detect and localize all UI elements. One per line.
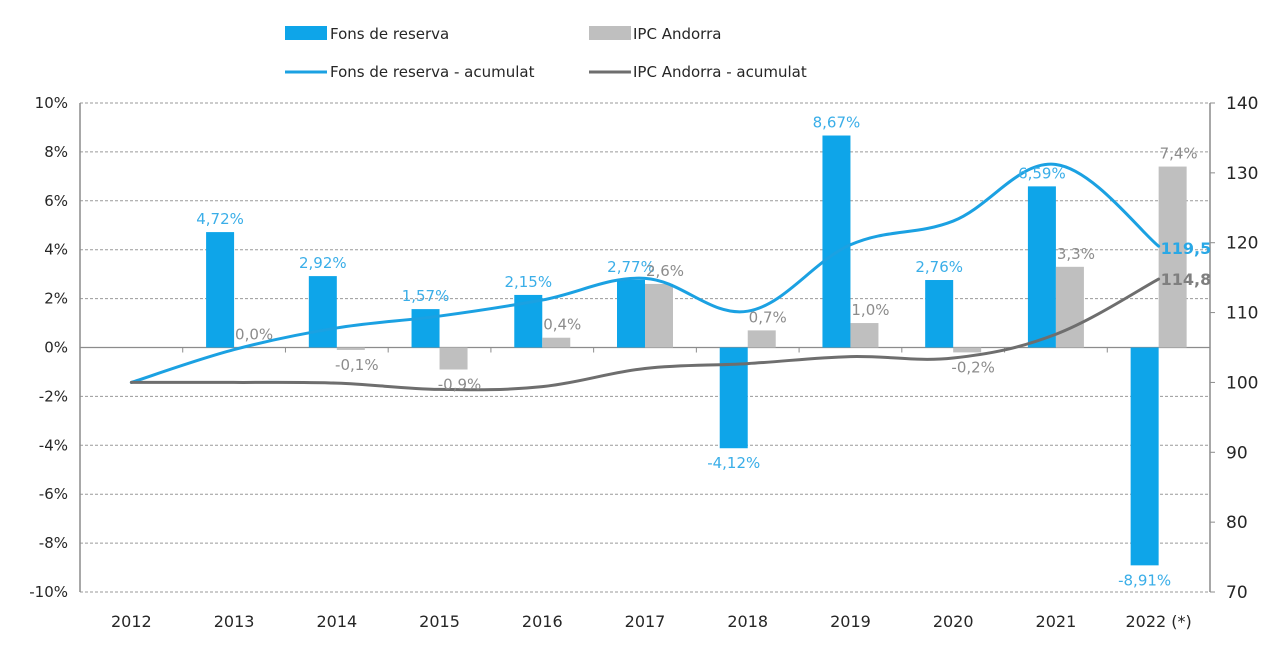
x-tick-label: 2016 [522, 612, 563, 631]
y2-tick-label: 130 [1226, 164, 1258, 184]
legend: Fons de reserva IPC Andorra Fons de rese… [285, 25, 807, 81]
data-label-ipc-andorra: 1,0% [851, 301, 889, 319]
line-ipc-acumulat [129, 277, 1161, 392]
x-tick-label: 2019 [830, 612, 871, 631]
data-label-fons-de-reserva: 2,92% [299, 254, 347, 272]
data-label-ipc-andorra: 0,4% [543, 316, 581, 334]
bar-fons-de-reserva [617, 279, 645, 348]
bar-fons-de-reserva [206, 232, 235, 348]
data-label-fons-de-reserva: 2,15% [504, 273, 552, 291]
lines [129, 162, 1161, 392]
y-tick-label: 4% [44, 241, 68, 259]
data-label-ipc-andorra: -0,9% [438, 376, 482, 394]
x-tick-label: 2021 [1036, 612, 1077, 631]
bar-fons-de-reserva [411, 309, 440, 348]
data-label-ipc-andorra: 0,7% [749, 308, 787, 326]
x-tick-label: 2022 (*) [1125, 612, 1191, 631]
data-label-ipc-andorra: 2,6% [646, 262, 684, 280]
x-tick-label: 2015 [419, 612, 460, 631]
legend-label-ipc-acumulat: IPC Andorra - acumulat [633, 63, 807, 81]
bar-ipc-andorra [439, 347, 468, 370]
legend-label-fons-de-reserva: Fons de reserva [330, 25, 449, 43]
data-labels: 4,72% 2,92% 1,57% 2,15% 2,77% -4,12% 8,67% 2,76… [196, 114, 1211, 590]
y2-tick-label: 100 [1226, 373, 1258, 393]
data-label-ipc-andorra: -0,1% [335, 356, 379, 374]
data-label-fons-de-reserva: -8,91% [1118, 571, 1171, 589]
data-label-ipc-andorra: 0,0% [235, 326, 273, 344]
line-fons-acumulat [129, 162, 1161, 384]
end-label-fons-acumulat: 119,5 [1161, 239, 1212, 258]
x-tick-label: 2020 [933, 612, 974, 631]
bar-ipc-andorra [850, 323, 879, 348]
y-tick-label: -6% [39, 485, 68, 503]
data-label-ipc-andorra: -0,2% [951, 358, 995, 376]
x-tick-label: 2018 [727, 612, 768, 631]
legend-swatch-fons-de-reserva [285, 26, 327, 40]
legend-label-fons-acumulat: Fons de reserva - acumulat [330, 63, 535, 81]
y-tick-label: 8% [44, 143, 68, 161]
data-label-fons-de-reserva: 4,72% [196, 210, 244, 228]
data-label-fons-de-reserva: 2,76% [915, 258, 963, 276]
y2-tick-label: 80 [1226, 513, 1248, 533]
bar-fons-de-reserva [822, 135, 851, 348]
data-label-ipc-andorra: 7,4% [1160, 145, 1198, 163]
y-tick-label: 2% [44, 290, 68, 308]
data-label-fons-de-reserva: 8,67% [813, 114, 861, 132]
data-label-fons-de-reserva: 2,77% [607, 258, 655, 276]
y-tick-label: -10% [29, 583, 68, 601]
y2-tick-label: 90 [1226, 443, 1248, 463]
y2-tick-label: 110 [1226, 304, 1258, 324]
y2-tick-label: 140 [1226, 94, 1258, 114]
x-tick-label: 2012 [111, 612, 152, 631]
y-tick-label: -2% [39, 387, 68, 405]
bar-ipc-andorra [747, 330, 776, 348]
y-tick-label: 0% [44, 339, 68, 357]
bar-ipc-andorra [542, 337, 571, 348]
x-tick-label: 2014 [316, 612, 357, 631]
x-tick-label: 2013 [214, 612, 255, 631]
data-label-ipc-andorra: 3,3% [1057, 245, 1095, 263]
legend-swatch-ipc-andorra [589, 26, 631, 40]
data-label-fons-de-reserva: 1,57% [402, 287, 450, 305]
y-tick-label: -8% [39, 534, 68, 552]
bar-ipc-andorra [953, 347, 982, 353]
bar-fons-de-reserva [925, 280, 954, 348]
bar-ipc-andorra [336, 347, 365, 350]
bar-fons-de-reserva [1027, 186, 1056, 348]
end-label-ipc-acumulat: 114,8 [1161, 270, 1212, 289]
x-tick-label: 2017 [625, 612, 666, 631]
y2-tick-label: 120 [1226, 234, 1258, 254]
bar-ipc-andorra [645, 283, 673, 348]
y-tick-label: -4% [39, 436, 68, 454]
data-label-fons-de-reserva: -4,12% [707, 454, 760, 472]
y2-tick-label: 70 [1226, 583, 1248, 603]
bar-ipc-andorra [1158, 166, 1187, 348]
data-label-fons-de-reserva: 6,59% [1018, 164, 1066, 182]
bar-ipc-andorra [1055, 266, 1084, 348]
bar-fons-de-reserva [1130, 347, 1159, 566]
y-tick-label: 10% [35, 94, 68, 112]
bar-fons-de-reserva [308, 276, 337, 348]
legend-label-ipc-andorra: IPC Andorra [633, 25, 721, 43]
y-tick-label: 6% [44, 192, 68, 210]
axes: -10% -8% -6% -4% -2% 0% 2% 4% 6% 8% 10% 70 80 90 100 11… [29, 94, 1258, 631]
